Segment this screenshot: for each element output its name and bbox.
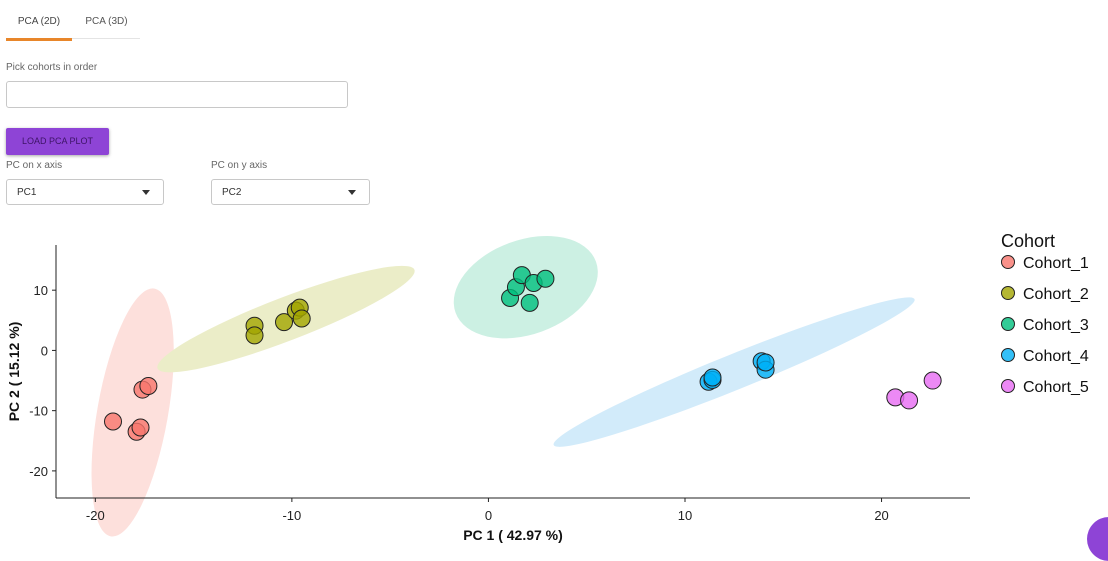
- confidence-ellipse-cohort_4: [553, 297, 915, 447]
- legend-label-cohort_1: Cohort_1: [1023, 255, 1089, 272]
- x-axis-select-label: PC on x axis: [6, 160, 63, 171]
- data-point-cohort_2: [292, 309, 311, 328]
- y-axis-label: PC 2 ( 15.12 %): [6, 322, 22, 422]
- x-tick-label: -10: [282, 508, 301, 523]
- y-tick-label: 10: [34, 283, 48, 298]
- x-axis-select[interactable]: PC1: [6, 179, 164, 205]
- legend-title: Cohort: [1001, 231, 1055, 251]
- legend-label-cohort_5: Cohort_5: [1023, 379, 1089, 396]
- x-tick-label: 20: [874, 508, 888, 523]
- legend-key-cohort_3: [1001, 317, 1015, 331]
- y-axis-select-label: PC on y axis: [211, 160, 268, 171]
- legend-key-cohort_2: [1001, 286, 1015, 300]
- confidence-ellipse-cohort_3: [453, 236, 598, 339]
- y-tick-label: -10: [29, 404, 48, 419]
- y-axis-select[interactable]: PC2: [211, 179, 370, 205]
- legend-key-cohort_4: [1001, 348, 1015, 362]
- point-layer: [104, 266, 942, 441]
- legend-label-cohort_3: Cohort_3: [1023, 317, 1089, 334]
- legend-key-cohort_1: [1001, 255, 1015, 269]
- data-point-cohort_1: [131, 418, 150, 437]
- x-tick-label: 0: [485, 508, 492, 523]
- data-point-cohort_2: [275, 313, 294, 332]
- pca-scatter-plot: -20 -10 0 10 20 -20 -10 0 10 PC 1 ( 42.97 %) PC 2 …: [6, 231, 1089, 543]
- data-point-cohort_5: [923, 371, 942, 390]
- legend: Cohort Cohort_1 Cohort_2 Cohort_3 Cohort_4 Co…: [1001, 231, 1089, 396]
- data-point-cohort_1: [139, 376, 158, 395]
- data-point-cohort_3: [520, 293, 539, 312]
- legend-label-cohort_4: Cohort_4: [1023, 348, 1089, 365]
- load-pca-plot-button[interactable]: LOAD PCA PLOT: [6, 128, 109, 155]
- tab-pca-3d[interactable]: PCA (3D): [85, 16, 128, 27]
- tab-bar: PCA (2D) PCA (3D): [6, 8, 140, 41]
- axes-layer: -20 -10 0 10 20 -20 -10 0 10 PC 1 ( 42.97 %) PC 2 …: [6, 245, 970, 543]
- cohort-picker-input[interactable]: [6, 81, 348, 108]
- data-point-cohort_4: [756, 353, 775, 372]
- data-point-cohort_1: [104, 412, 123, 431]
- y-tick-label: -20: [29, 464, 48, 479]
- data-point-cohort_3: [536, 269, 555, 288]
- cohort-picker-label: Pick cohorts in order: [6, 62, 98, 73]
- ellipse-layer: [91, 236, 915, 537]
- legend-label-cohort_2: Cohort_2: [1023, 286, 1089, 303]
- x-axis-select-value: PC1: [17, 187, 37, 198]
- legend-key-cohort_5: [1001, 379, 1015, 393]
- data-point-cohort_4: [703, 368, 722, 387]
- confidence-ellipse-cohort_1: [91, 288, 174, 537]
- x-tick-label: 10: [678, 508, 692, 523]
- chevron-down-icon: [142, 190, 150, 195]
- y-tick-label: 0: [41, 343, 48, 358]
- chevron-down-icon: [348, 190, 356, 195]
- x-tick-label: -20: [86, 508, 105, 523]
- x-axis-label: PC 1 ( 42.97 %): [463, 527, 563, 543]
- data-point-cohort_5: [900, 391, 919, 410]
- data-point-cohort_2: [245, 326, 264, 345]
- tab-pca-2d[interactable]: PCA (2D): [6, 8, 72, 41]
- y-axis-select-value: PC2: [222, 187, 242, 198]
